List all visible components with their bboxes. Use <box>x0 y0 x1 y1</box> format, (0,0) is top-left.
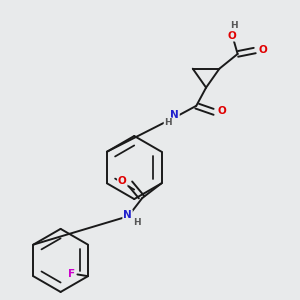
Text: H: H <box>230 21 238 30</box>
Text: O: O <box>259 45 267 56</box>
Text: O: O <box>118 176 127 186</box>
Text: H: H <box>164 118 172 127</box>
Text: O: O <box>228 31 237 41</box>
Text: F: F <box>68 269 75 279</box>
Text: N: N <box>123 210 132 220</box>
Text: O: O <box>218 106 226 116</box>
Text: N: N <box>170 110 179 120</box>
Text: H: H <box>133 218 141 227</box>
